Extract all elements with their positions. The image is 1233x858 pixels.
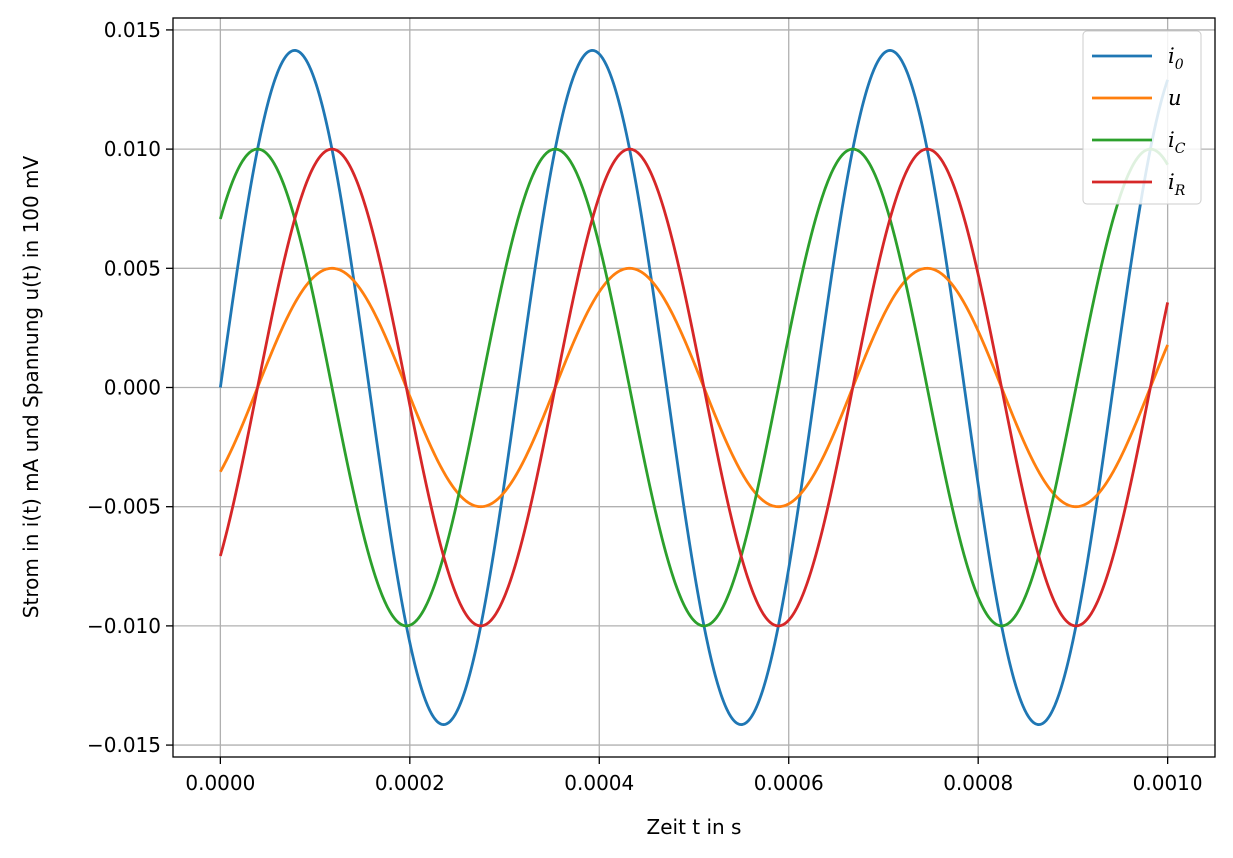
series-line-iC [219, 147, 1169, 628]
series-line-u [219, 266, 1169, 509]
y-tick-label: −0.010 [87, 614, 161, 638]
y-axis: −0.015 −0.010 −0.005 0.000 0.005 0.010 0.015 [87, 18, 173, 757]
series-line-iR [219, 147, 1170, 628]
y-axis-label: Strom in i(t) mA und Spannung u(t) in 10… [19, 155, 43, 618]
y-tick-label: 0.005 [104, 256, 161, 280]
y-tick-label: −0.005 [87, 495, 161, 519]
legend: i0 u iC iR [1082, 30, 1202, 205]
y-tick-label: 0.015 [104, 18, 161, 42]
plot-area [218, 49, 1170, 726]
grid-lines [173, 18, 1215, 757]
legend-label-iC: iC [1168, 128, 1186, 157]
x-tick-label: 0.0000 [185, 771, 255, 795]
x-tick-label: 0.0010 [1133, 771, 1203, 795]
x-tick-label: 0.0002 [375, 771, 445, 795]
x-axis-label: Zeit t in s [647, 815, 742, 839]
y-tick-label: 0.000 [104, 376, 161, 400]
series-line-i0 [218, 49, 1169, 726]
legend-label-i0: i0 [1168, 44, 1184, 73]
y-tick-label: −0.015 [87, 733, 161, 757]
legend-box [1082, 30, 1202, 205]
x-tick-label: 0.0004 [564, 771, 634, 795]
y-tick-label: 0.010 [104, 137, 161, 161]
legend-label-iR: iR [1168, 170, 1186, 199]
x-tick-label: 0.0008 [943, 771, 1013, 795]
x-tick-label: 0.0006 [754, 771, 824, 795]
legend-label-u: u [1168, 86, 1182, 110]
x-axis: 0.0000 0.0002 0.0004 0.0006 0.0008 0.0010 [185, 757, 1203, 795]
